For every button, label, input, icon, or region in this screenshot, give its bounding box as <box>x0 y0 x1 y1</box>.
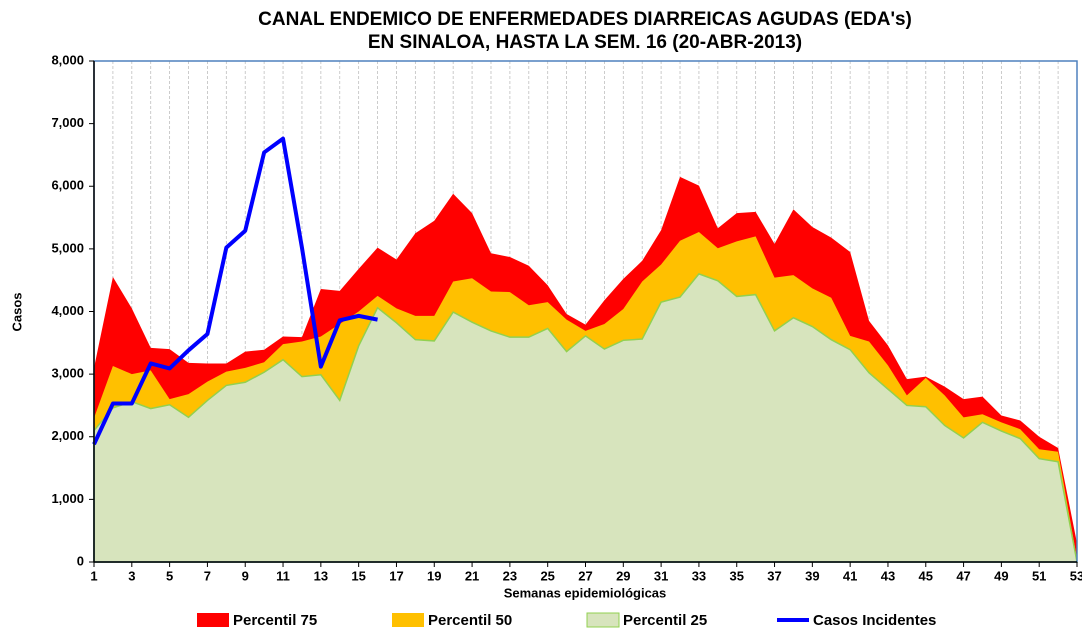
legend-swatch <box>197 613 229 627</box>
y-tick-label: 0 <box>77 553 84 568</box>
x-tick-label: 5 <box>166 568 173 583</box>
chart-title: EN SINALOA, HASTA LA SEM. 16 (20-ABR-201… <box>368 32 802 53</box>
x-axis-label: Semanas epidemiológicas <box>504 585 667 600</box>
x-tick-label: 43 <box>881 568 895 583</box>
y-tick-label: 3,000 <box>51 366 84 381</box>
x-tick-label: 31 <box>654 568 668 583</box>
y-tick-label: 2,000 <box>51 428 84 443</box>
legend-label: Percentil 75 <box>233 612 317 629</box>
y-axis-label: Casos <box>9 292 24 331</box>
x-tick-label: 19 <box>427 568 441 583</box>
legend-label: Percentil 50 <box>428 612 512 629</box>
x-tick-label: 49 <box>994 568 1008 583</box>
y-tick-label: 8,000 <box>51 52 84 67</box>
x-tick-label: 53 <box>1070 568 1082 583</box>
x-tick-label: 33 <box>692 568 706 583</box>
y-tick-label: 5,000 <box>51 240 84 255</box>
x-tick-label: 21 <box>465 568 479 583</box>
x-tick-label: 27 <box>578 568 592 583</box>
x-tick-label: 51 <box>1032 568 1046 583</box>
x-tick-label: 47 <box>956 568 970 583</box>
x-tick-label: 15 <box>351 568 365 583</box>
x-tick-label: 7 <box>204 568 211 583</box>
y-tick-label: 7,000 <box>51 115 84 130</box>
x-tick-label: 13 <box>314 568 328 583</box>
x-tick-label: 1 <box>90 568 97 583</box>
x-tick-label: 37 <box>767 568 781 583</box>
y-tick-label: 6,000 <box>51 178 84 193</box>
x-tick-label: 35 <box>729 568 743 583</box>
y-tick-label: 4,000 <box>51 303 84 318</box>
x-tick-label: 11 <box>276 568 290 583</box>
y-tick-label: 1,000 <box>51 491 84 506</box>
x-tick-label: 17 <box>389 568 403 583</box>
x-tick-label: 29 <box>616 568 630 583</box>
x-tick-label: 45 <box>919 568 933 583</box>
line <box>92 136 378 446</box>
x-tick-label: 23 <box>503 568 517 583</box>
legend-label: Percentil 25 <box>623 612 707 629</box>
x-tick-label: 9 <box>242 568 249 583</box>
legend-swatch <box>392 613 424 627</box>
legend-swatch <box>586 612 620 628</box>
x-tick-label: 25 <box>540 568 554 583</box>
legend-label: Casos Incidentes <box>813 612 936 629</box>
area <box>93 273 1078 563</box>
x-tick-label: 39 <box>805 568 819 583</box>
chart-title: CANAL ENDEMICO DE ENFERMEDADES DIARREICA… <box>258 9 912 30</box>
x-tick-label: 3 <box>128 568 135 583</box>
x-tick-label: 41 <box>843 568 857 583</box>
